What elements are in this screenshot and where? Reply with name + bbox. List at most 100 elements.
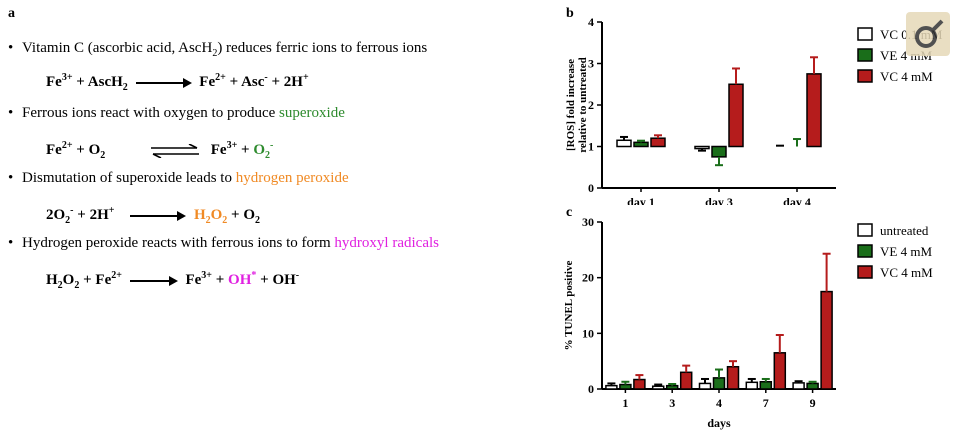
chart-c-bar (651, 385, 665, 390)
eq1-fe-charge: 3+ (61, 72, 73, 83)
chart-b-y-tick-label: 2 (588, 98, 594, 112)
chart-c-bar (745, 381, 759, 390)
eq4-fe: Fe (95, 272, 112, 288)
eq1-asc-charge: - (264, 72, 268, 83)
eq2-o: O (88, 142, 101, 158)
bullet-2-text: Ferrous ions react with oxygen to produc… (22, 105, 280, 121)
bullet-1-text-after: ) reduces ferric ions to ferrous ions (217, 40, 428, 56)
chart-c-y-tick-label: 20 (582, 271, 594, 285)
chart-b-bar (650, 137, 666, 148)
eq2-fe-charge: 2+ (61, 140, 73, 151)
eq2-o-sub: 2 (100, 150, 106, 161)
chart-c-bar (726, 365, 740, 390)
eq3-h2o2: H2O2 (193, 207, 227, 226)
bullet-1: • Vitamin C (ascorbic acid, AscH2) reduce… (8, 40, 427, 59)
reaction-arrow-icon (129, 275, 178, 286)
eq3-plus: + (77, 207, 86, 223)
equation-3: 2O2- + 2H+ H2O2 + O2 (46, 205, 260, 226)
bullet-2-highlight: superoxide (279, 105, 345, 121)
chart-b-bar (711, 145, 727, 158)
bullet-4-text: Hydrogen peroxide reacts with ferrous io… (22, 235, 335, 251)
eq3-h2o2-h: H (193, 207, 206, 223)
chart-b-legend-swatch (857, 48, 873, 62)
equilibrium-arrow-icon (151, 143, 200, 158)
chart-b-bar (728, 83, 744, 148)
chart-c-y-tick-label: 0 (588, 382, 594, 396)
eq4-h2o2-sub1: 2 (57, 280, 63, 291)
eq3-o-charge: - (70, 205, 74, 216)
eq1-plus: + (271, 74, 281, 90)
panel-label-c: c (566, 205, 573, 220)
eq2-superoxide-sub: 2 (265, 150, 271, 161)
eq4-hydroxyl-dot: * (251, 270, 257, 281)
eq3-plus: + (231, 207, 240, 223)
chart-c-legend-swatch (857, 265, 873, 279)
badge-symbol-icon (915, 19, 944, 48)
eq4-h2o2: H2O2 (46, 272, 79, 291)
chart-c-bar (773, 352, 787, 390)
bullet-dot: • (8, 235, 14, 251)
chart-b-y-axis-title-line: relative to untreated (577, 57, 589, 153)
bullet-1-sub: 2 (212, 48, 218, 59)
chart-c-bar (633, 378, 646, 390)
chart-b-y-tick-label: 0 (588, 181, 594, 195)
eq3-h: 2H (89, 207, 109, 223)
chart-c-bar (698, 382, 712, 390)
eq4-fe-charge: 2+ (111, 270, 122, 281)
eq4-fe3: Fe (185, 272, 202, 288)
chart-c-bar (712, 377, 726, 390)
eq3-h2o2-sub1: 2 (205, 215, 211, 226)
chart-c-bar (665, 384, 679, 390)
chart-c-x-tick-label: 1 (622, 396, 628, 410)
chart-b-y-axis-title-line: [ROS] fold increase (565, 59, 577, 151)
eq1-plus: + (76, 74, 85, 90)
eq4-oh: OH (272, 272, 296, 288)
eq3-h2o2-o: O (210, 207, 223, 223)
reaction-arrow-icon (135, 77, 192, 88)
chart-b-y-tick-label: 1 (588, 140, 594, 154)
chart-c-legend-swatch (857, 244, 873, 258)
chart-c-bar (619, 383, 632, 390)
chart-b-legend-swatch (857, 27, 873, 41)
panel-label-b: b (566, 6, 574, 21)
chart-c-x-tick-label: 3 (669, 396, 675, 410)
chart-ros: 0 1 2 3 4 [ROS] fold increaserelative to untr… (565, 15, 943, 205)
chart-b-bar (694, 145, 710, 150)
chart-c-bar (679, 371, 693, 390)
eq1-h: 2H (283, 74, 303, 90)
equation-2: Fe2+ + O2 Fe3+ + O2- (46, 140, 273, 161)
chart-c-x-tick-label: 9 (810, 396, 816, 410)
bullet-4: • Hydrogen peroxide reacts with ferrous i… (8, 235, 439, 252)
bullet-1-text: Vitamin C (ascorbic acid, AscH (22, 40, 213, 56)
eq3-o2: O (243, 207, 256, 223)
eq4-fe3-charge: 3+ (201, 270, 212, 281)
chart-c-y-tick-label: 30 (582, 215, 594, 229)
chart-c-legend-label: VC 4 mM (880, 265, 933, 280)
chart-c-x-tick-label: 4 (716, 396, 722, 410)
equation-1: Fe3+ + AscH2 Fe2+ + Asc- + 2H+ (46, 72, 309, 93)
chart-c-y-tick-label: 10 (582, 326, 594, 340)
eq2-plus: + (241, 142, 250, 158)
bullet-dot: • (8, 170, 14, 186)
eq4-h2o2-h: H (46, 272, 58, 288)
eq4-plus: + (215, 272, 225, 288)
eq2-superoxide-o: O (253, 142, 266, 158)
chart-b-legend-swatch (857, 69, 873, 83)
bullet-2: • Ferrous ions react with oxygen to produ… (8, 105, 345, 122)
bullet-3-text: Dismutation of superoxide leads to (22, 170, 236, 186)
scholar-badge-icon[interactable] (906, 12, 950, 56)
eq4-hydroxyl-oh: OH (228, 272, 252, 288)
chart-b-bar (633, 141, 649, 148)
eq1-asch-sub: 2 (122, 82, 128, 93)
chart-c-bar (792, 382, 805, 390)
chart-b-y-tick-label: 4 (588, 15, 594, 29)
eq2-fe3: Fe (210, 142, 227, 158)
eq2-superoxide-charge: - (270, 140, 274, 151)
chart-b-bar (806, 73, 822, 148)
chart-b-y-axis-title: [ROS] fold increaserelative to untreated (565, 57, 589, 153)
chart-b-x-tick-label: day 4 (783, 195, 811, 205)
chart-b-x-tick-label: day 1 (627, 195, 655, 205)
chart-tunel: 0 10 20 30 % TUNEL positive 1 3 4 7 9 days untreate… (563, 215, 933, 430)
eq4-plus: + (83, 272, 92, 288)
eq1-fe2-charge: 2+ (215, 72, 226, 83)
